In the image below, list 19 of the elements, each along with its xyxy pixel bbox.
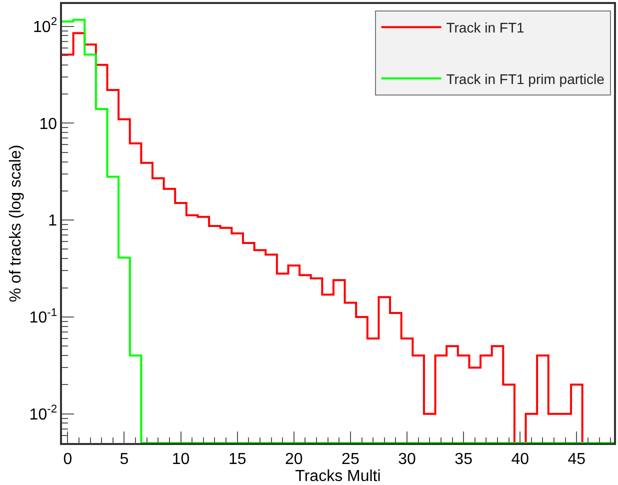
- x-tick-label: 0: [63, 450, 72, 468]
- x-tick-label: 10: [172, 450, 190, 468]
- x-tick-label: 25: [342, 450, 360, 468]
- x-tick-label: 30: [398, 450, 416, 468]
- y-tick-label: 10$^{-2}$: [29, 404, 58, 424]
- x-tick-label: 5: [120, 450, 129, 468]
- x-tick-label: 45: [568, 450, 586, 468]
- x-axis-title: Tracks Multi: [295, 468, 381, 485]
- x-tick-label: 15: [228, 450, 246, 468]
- y-tick-label: 10$^{2}$: [33, 16, 58, 36]
- y-axis-title: % of tracks (log scale): [8, 144, 25, 302]
- y-tick-label: 10$^{-1}$: [29, 306, 58, 327]
- x-tick-label: 35: [454, 450, 473, 468]
- legend-label: Track in FT1: [446, 20, 524, 36]
- x-tick-label: 20: [284, 450, 303, 468]
- y-tick-label: 1: [48, 212, 58, 230]
- x-tick-label: 40: [511, 450, 530, 468]
- y-tick-label: 10: [39, 116, 58, 133]
- legend-label: Track in FT1 prim particle: [446, 70, 605, 87]
